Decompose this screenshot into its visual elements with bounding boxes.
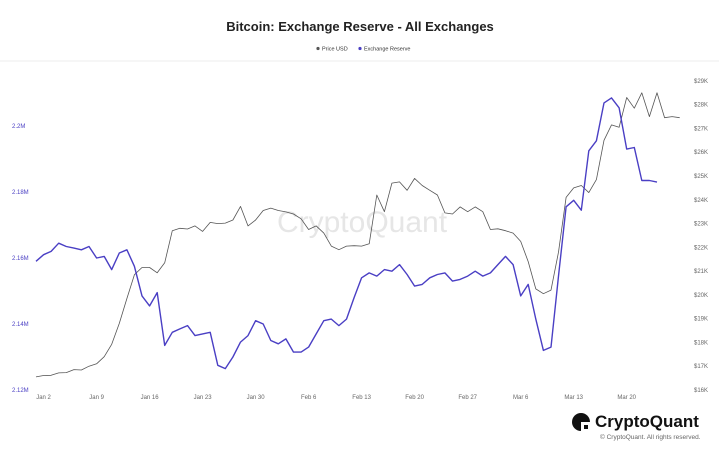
legend-marker-price: [316, 46, 320, 51]
legend-item-price[interactable]: Price USD: [322, 47, 348, 53]
y-right-tick-label: $16K: [694, 388, 708, 394]
y-right-tick-label: $22K: [694, 245, 708, 251]
y-left-tick-label: 2.14M: [12, 322, 29, 328]
x-tick-label: Mar 20: [617, 395, 636, 401]
y-right-tick-label: $18K: [694, 340, 708, 346]
watermark: CryptoQuant: [277, 206, 448, 239]
x-tick-label: Jan 30: [247, 395, 266, 401]
x-tick-label: Jan 23: [194, 395, 213, 401]
y-left-tick-label: 2.16M: [12, 256, 29, 262]
y-left-tick-label: 2.18M: [12, 190, 29, 196]
x-axis: Jan 2 Jan 9 Jan 16 Jan 23 Jan 30 Feb 6 Feb 13 F…: [36, 395, 636, 401]
y-right-tick-label: $26K: [694, 150, 708, 156]
x-tick-label: Feb 20: [405, 395, 424, 401]
x-tick-label: Feb 27: [458, 395, 477, 401]
y-right-tick-label: $27K: [694, 126, 708, 132]
y-right-tick-label: $21K: [694, 269, 708, 275]
y-right-tick-label: $17K: [694, 364, 708, 370]
exchange-reserve-line[interactable]: [35, 97, 658, 370]
y-left-tick-label: 2.2M: [12, 124, 25, 130]
right-axis: $16K $17K $18K $19K $20K $21K $22K $23K $24K $25K…: [694, 79, 708, 394]
y-right-tick-label: $20K: [694, 293, 708, 299]
x-tick-label: Mar 13: [564, 395, 583, 401]
legend-item-reserve[interactable]: Exchange Reserve: [364, 47, 410, 53]
y-right-tick-label: $23K: [694, 222, 708, 228]
x-tick-label: Feb 6: [301, 395, 317, 401]
y-right-tick-label: $24K: [694, 198, 708, 204]
left-axis: 2.12M 2.14M 2.16M 2.18M 2.2M: [12, 124, 29, 394]
brand-logo: CryptoQuant: [571, 412, 699, 432]
brand-name: CryptoQuant: [595, 412, 699, 431]
y-right-tick-label: $28K: [694, 103, 708, 109]
y-left-tick-label: 2.12M: [12, 388, 29, 394]
price-usd-line[interactable]: [35, 92, 680, 378]
series-layer: [35, 92, 680, 378]
x-tick-label: Jan 16: [141, 395, 160, 401]
chart-title: Bitcoin: Exchange Reserve - All Exchange…: [226, 19, 494, 34]
y-right-tick-label: $29K: [694, 79, 708, 85]
copyright: © CryptoQuant. All rights reserved.: [600, 434, 701, 441]
legend: Price USD Exchange Reserve: [316, 47, 410, 53]
x-tick-label: Jan 9: [89, 395, 104, 401]
legend-marker-reserve: [358, 46, 362, 51]
y-right-tick-label: $25K: [694, 174, 708, 180]
x-tick-label: Mar 6: [513, 395, 529, 401]
cryptoquant-logo-icon: [572, 413, 591, 432]
x-tick-label: Jan 2: [36, 395, 51, 401]
y-right-tick-label: $19K: [694, 317, 708, 323]
x-tick-label: Feb 13: [352, 395, 371, 401]
